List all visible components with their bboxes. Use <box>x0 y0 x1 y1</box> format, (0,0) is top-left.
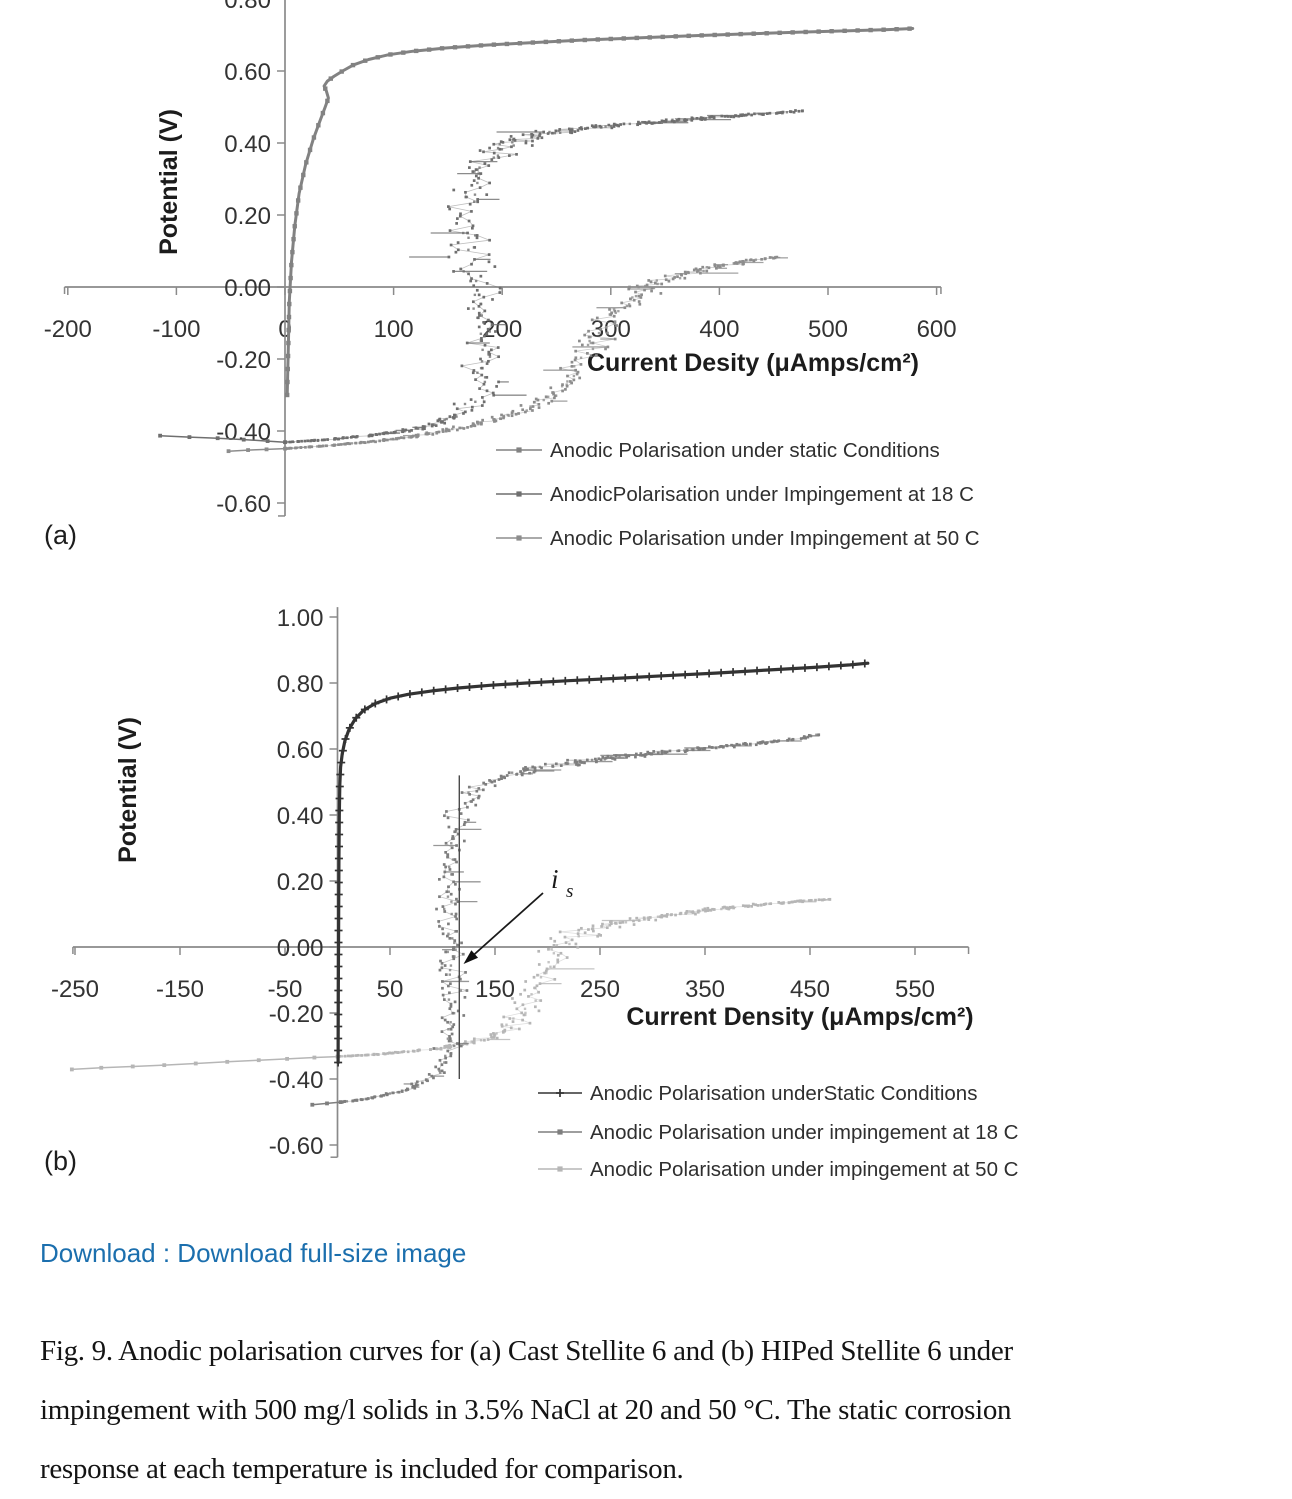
svg-text:Anodic Polarisation underStati: Anodic Polarisation underStatic Conditio… <box>590 1082 977 1105</box>
svg-text:100: 100 <box>374 316 414 343</box>
figure-panel: -200-10001002003004005006000.800.600.400… <box>43 0 1019 1181</box>
svg-text:Current Desity (μAmps/cm²): Current Desity (μAmps/cm²) <box>587 349 919 377</box>
svg-text:0.60: 0.60 <box>224 59 271 86</box>
svg-text:i: i <box>551 864 559 894</box>
svg-text:0.60: 0.60 <box>277 737 324 764</box>
chart-b: -250 -150 -50 50 150 250 350 450 550 1.00 0.80 0.60… <box>51 605 1019 1181</box>
svg-text:AnodicPolarisation under Impin: AnodicPolarisation under Impingement at … <box>550 483 974 506</box>
svg-text:600: 600 <box>917 316 957 343</box>
svg-text:Anodic Polarisation under Impi: Anodic Polarisation under Impingement at… <box>550 527 980 550</box>
svg-text:-0.40: -0.40 <box>269 1067 324 1094</box>
svg-text:Potential (V): Potential (V) <box>155 109 183 255</box>
svg-text:0.80: 0.80 <box>277 671 324 698</box>
svg-text:Anodic Polarisation under impi: Anodic Polarisation under impingement at… <box>590 1121 1019 1144</box>
svg-text:0.00: 0.00 <box>224 275 271 302</box>
svg-text:0.40: 0.40 <box>224 131 271 158</box>
svg-text:400: 400 <box>699 316 739 343</box>
svg-text:Potential (V): Potential (V) <box>114 717 142 863</box>
svg-text:Current Density (μAmps/cm²): Current Density (μAmps/cm²) <box>626 1003 973 1031</box>
svg-text:0.40: 0.40 <box>277 803 324 830</box>
svg-text:Anodic Polarisation under stat: Anodic Polarisation under static Conditi… <box>550 439 940 462</box>
download-row: Download : Download full-size image <box>40 1238 466 1269</box>
caption-line: response at each temperature is included… <box>40 1453 684 1485</box>
download-link[interactable]: Download : Download full-size image <box>40 1238 467 1268</box>
svg-text:-0.60: -0.60 <box>269 1133 324 1160</box>
svg-text:0.00: 0.00 <box>277 935 324 962</box>
svg-text:550: 550 <box>895 976 935 1003</box>
svg-text:350: 350 <box>685 976 725 1003</box>
svg-text:150: 150 <box>475 976 515 1003</box>
svg-text:250: 250 <box>580 976 620 1003</box>
caption-line: impingement with 500 mg/l solids in 3.5%… <box>40 1394 1012 1426</box>
figure-caption: Fig. 9. Anodic polarisation curves for (… <box>40 1322 1280 1499</box>
svg-text:-100: -100 <box>152 316 200 343</box>
svg-text:-200: -200 <box>44 316 92 343</box>
caption-line: Fig. 9. Anodic polarisation curves for (… <box>40 1335 1013 1367</box>
svg-text:s: s <box>566 881 573 902</box>
svg-text:-150: -150 <box>156 976 204 1003</box>
panel-label-a: (a) <box>44 520 77 550</box>
svg-text:450: 450 <box>790 976 830 1003</box>
svg-text:-50: -50 <box>268 976 303 1003</box>
svg-text:-0.20: -0.20 <box>216 347 271 374</box>
svg-text:Anodic Polarisation under impi: Anodic Polarisation under impingement at… <box>590 1158 1019 1181</box>
svg-text:-250: -250 <box>51 976 99 1003</box>
svg-text:-0.20: -0.20 <box>269 1001 324 1028</box>
panel-label-b: (b) <box>44 1146 77 1176</box>
svg-text:500: 500 <box>808 316 848 343</box>
svg-text:1.00: 1.00 <box>277 605 324 632</box>
svg-text:-0.40: -0.40 <box>216 419 271 446</box>
svg-text:50: 50 <box>377 976 404 1003</box>
chart-a: -200-10001002003004005006000.800.600.400… <box>44 0 980 550</box>
svg-text:-0.60: -0.60 <box>216 491 271 518</box>
svg-text:0.20: 0.20 <box>224 203 271 230</box>
svg-text:0.80: 0.80 <box>224 0 271 14</box>
svg-text:0.20: 0.20 <box>277 869 324 896</box>
